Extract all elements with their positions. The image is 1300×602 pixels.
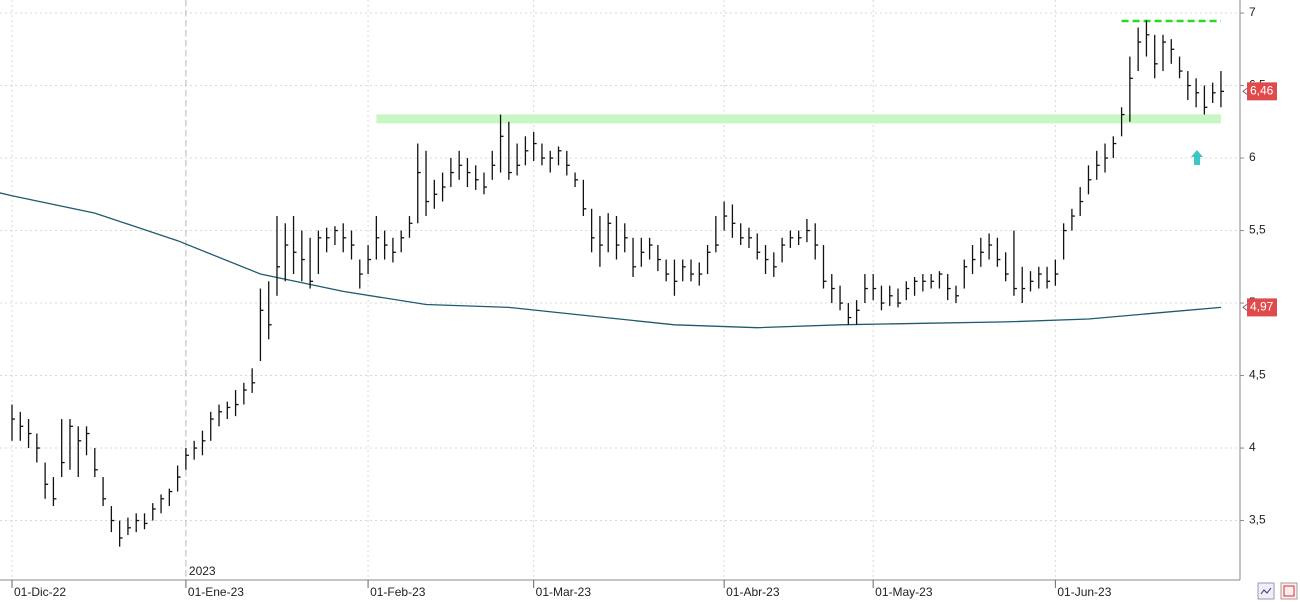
y-tick-label: 5,5: [1249, 223, 1266, 237]
price-pointer: [1242, 304, 1248, 311]
y-tick-label: 7: [1249, 5, 1256, 19]
save-icon: [1283, 585, 1295, 597]
price-tag: [1247, 82, 1277, 101]
x-tick-label: 01-Abr-23: [726, 585, 780, 599]
grid-layer: [0, 0, 1240, 580]
y-tick-label: 4,5: [1249, 368, 1266, 382]
x-tick-label: 01-Dic-22: [14, 585, 66, 599]
save-button[interactable]: [1280, 582, 1298, 600]
x-tick-label: 01-Jun-23: [1057, 585, 1111, 599]
x-tick-label: 01-Feb-23: [370, 585, 426, 599]
axes-layer: 3,544,555,566,5701-Dic-2201-Ene-2301-Feb…: [11, 5, 1277, 599]
year-label: 2023: [189, 564, 216, 578]
tool-icon: [1260, 587, 1272, 595]
y-tick-label: 6: [1249, 150, 1256, 164]
plot-layer: [0, 19, 1224, 547]
moving-average: [0, 192, 1222, 329]
x-tick-label: 01-Mar-23: [536, 585, 592, 599]
price-tag-label: 4,97: [1250, 300, 1274, 314]
price-tag-label: 6,46: [1250, 84, 1274, 98]
tool-button[interactable]: [1257, 582, 1275, 600]
arrow-icon: [1191, 150, 1203, 165]
y-tick-label: 4: [1249, 440, 1256, 454]
y-tick-label: 3,5: [1249, 513, 1266, 527]
price-pointer: [1242, 87, 1248, 95]
price-tag: [1247, 298, 1277, 317]
x-tick-label: 01-May-23: [875, 585, 933, 599]
x-tick-label: 01-Ene-23: [188, 585, 244, 599]
